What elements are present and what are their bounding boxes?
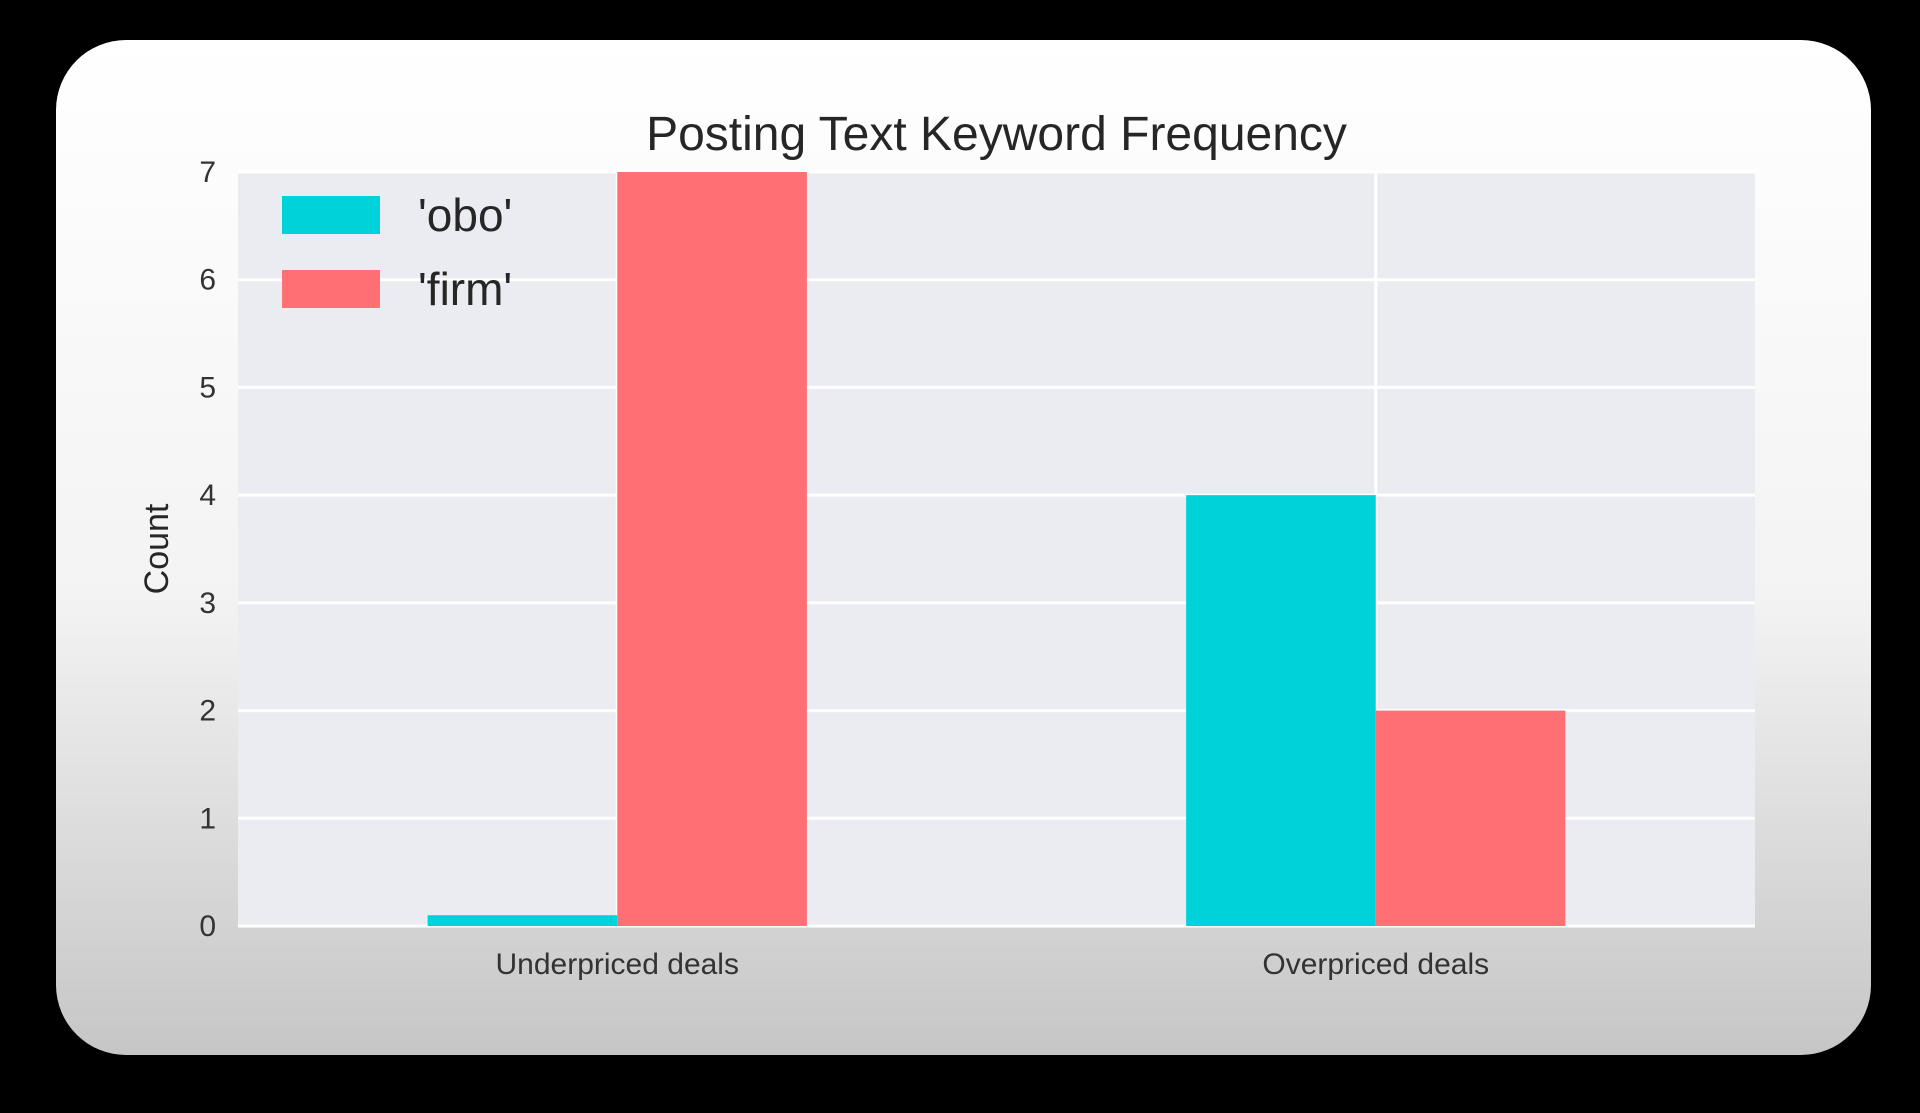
y-tick-label: 6	[199, 264, 216, 297]
legend-label: 'firm'	[418, 263, 512, 315]
bar-firm-1	[1375, 710, 1566, 926]
bar-obo-0	[427, 915, 618, 926]
y-tick-label: 1	[199, 802, 216, 835]
bars	[427, 172, 1566, 926]
y-tick-label: 3	[199, 587, 216, 620]
bar-obo-1	[1186, 495, 1376, 926]
y-tick-label: 4	[199, 479, 216, 512]
y-axis-ticks: 0 1 2 3 4 5 6 7	[199, 156, 216, 943]
y-tick-label: 5	[199, 371, 216, 404]
legend: 'obo' 'firm'	[282, 189, 512, 315]
y-tick-label: 2	[199, 695, 216, 728]
x-tick-label: Underpriced deals	[496, 948, 739, 981]
chart-title: Posting Text Keyword Frequency	[646, 108, 1347, 161]
legend-swatch	[282, 270, 380, 308]
bar-firm-0	[617, 172, 807, 926]
gridlines	[238, 170, 1755, 928]
y-tick-label: 0	[199, 910, 216, 943]
y-tick-label: 7	[199, 156, 216, 189]
legend-swatch	[282, 196, 380, 234]
legend-label: 'obo'	[418, 189, 512, 241]
x-tick-label: Overpriced deals	[1262, 948, 1489, 981]
x-axis-ticks: Underpriced deals Overpriced deals	[496, 948, 1490, 981]
y-axis-label: Count	[138, 503, 176, 594]
